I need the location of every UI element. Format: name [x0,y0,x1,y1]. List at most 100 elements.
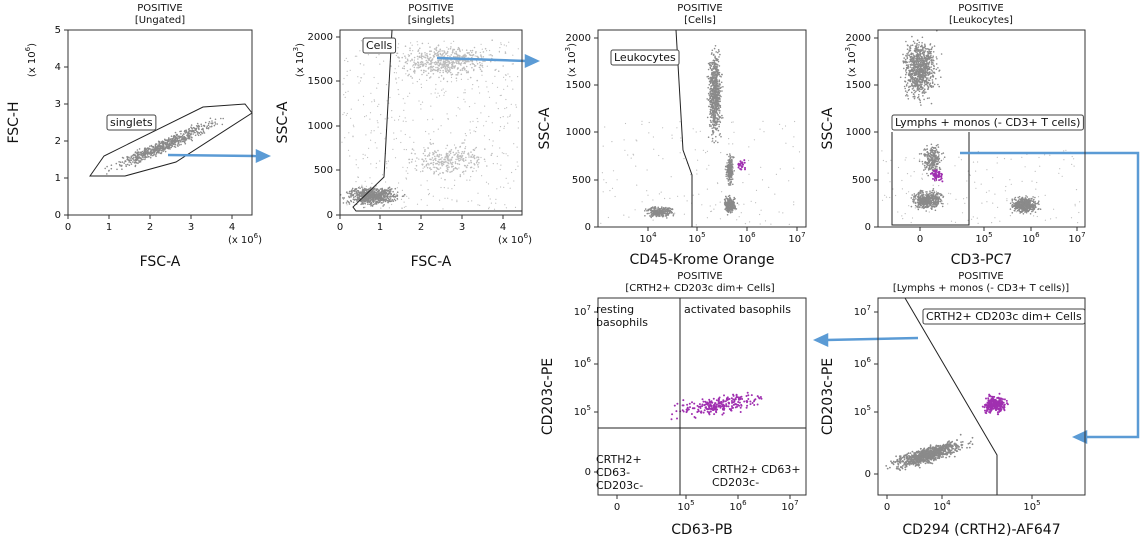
event [404,55,406,57]
event [441,157,443,159]
event [512,54,514,56]
event [432,118,434,120]
event [400,141,402,144]
event [445,170,448,172]
event [495,102,497,104]
event [407,172,409,174]
event [491,82,494,84]
event [430,70,432,72]
event [709,205,711,207]
event [352,198,355,200]
event [430,143,432,145]
event [712,73,714,76]
event [719,94,721,97]
event [208,121,211,123]
event [412,64,415,66]
event [140,151,143,154]
event [445,70,448,72]
event [449,62,452,64]
event [169,148,171,150]
event [167,139,169,142]
event [398,119,400,121]
event [435,162,437,165]
event [446,168,449,171]
event [933,71,935,74]
event [142,154,145,156]
event [909,55,911,58]
event [602,191,604,193]
event [470,151,472,153]
event [178,135,180,137]
event [377,196,380,198]
event [930,102,933,105]
event [184,140,186,142]
event [369,112,372,114]
event [932,55,934,57]
event [483,125,485,127]
event [920,84,922,86]
event [393,138,395,140]
event [445,160,447,162]
event [441,89,443,91]
event [906,91,908,94]
event [607,216,610,219]
event [907,54,909,56]
event [371,197,374,200]
event [744,168,746,171]
event [459,108,461,110]
event [666,211,669,213]
event [912,96,914,98]
event [473,149,476,151]
event [670,176,672,178]
event [404,102,406,104]
event [407,59,409,62]
event [414,62,416,65]
event [719,83,721,85]
event [711,121,713,123]
event [210,125,213,128]
event [350,193,352,196]
event [505,98,507,101]
event [499,130,501,132]
event [394,119,396,121]
event [455,148,457,150]
event [434,69,436,71]
event [472,62,474,65]
event [136,159,138,161]
event [931,82,934,84]
event [511,80,513,82]
event [495,202,497,204]
event [355,159,357,161]
event [206,127,208,130]
event [429,138,432,141]
event [437,64,440,67]
event [711,131,714,133]
event [426,166,429,169]
event [485,80,487,82]
event [402,120,404,122]
event [344,137,346,139]
event [719,53,721,56]
event [716,87,719,89]
event [416,41,418,43]
event [115,162,118,165]
event [652,199,654,201]
event [731,165,734,168]
event [374,142,376,144]
event [728,155,730,158]
event [455,50,457,53]
event [906,57,909,60]
event [730,182,732,184]
event [378,103,380,105]
event [387,200,390,202]
event [134,165,137,168]
event [442,60,445,62]
event [709,90,712,92]
event [714,91,717,93]
event [395,72,397,74]
event [479,204,481,206]
event [922,51,924,53]
event [499,126,502,128]
event [410,161,413,163]
event [940,53,943,55]
